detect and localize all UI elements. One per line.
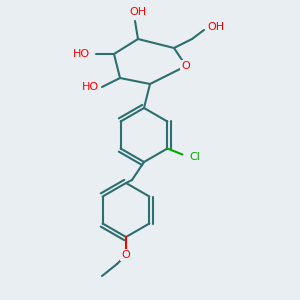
Text: Cl: Cl <box>189 152 200 163</box>
Text: HO: HO <box>72 49 90 59</box>
Text: OH: OH <box>129 7 147 17</box>
Text: O: O <box>182 61 190 71</box>
Text: HO: HO <box>81 82 99 92</box>
Text: O: O <box>122 250 130 260</box>
Text: OH: OH <box>207 22 225 32</box>
